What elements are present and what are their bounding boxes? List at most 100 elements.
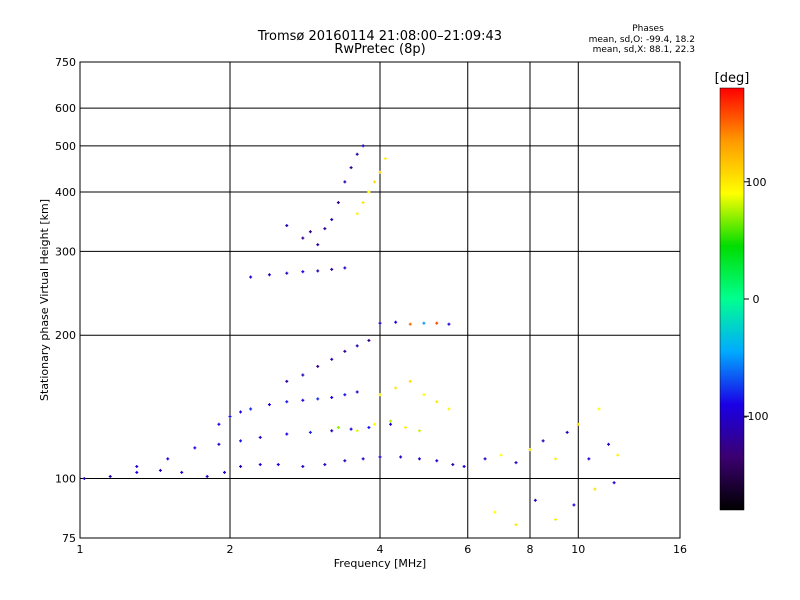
echo-point: [361, 457, 365, 461]
echo-point: [135, 464, 139, 468]
echo-point: [301, 236, 305, 240]
echo-point: [451, 463, 455, 467]
echo-point: [462, 464, 466, 468]
y-axis-label: Stationary phase Virtual Height [km]: [38, 199, 51, 401]
echo-point: [349, 427, 353, 431]
colorbar-tick-label: 0: [753, 293, 760, 306]
echo-point: [166, 457, 170, 461]
plot-frame: [79, 61, 681, 539]
echo-point: [378, 393, 382, 397]
echo-point: [205, 474, 209, 478]
echo-point: [249, 407, 253, 411]
y-tick-label: 400: [55, 186, 76, 199]
echo-point: [565, 430, 569, 434]
echo-point: [258, 435, 262, 439]
echo-point: [361, 144, 365, 148]
grid-lines: [79, 61, 681, 539]
chart-subtitle: RwPretec (8p): [334, 42, 425, 57]
echo-point: [308, 230, 312, 234]
echo-point: [367, 190, 371, 194]
echo-point: [217, 422, 221, 426]
x-tick-label: 4: [377, 543, 384, 556]
echo-point: [217, 442, 221, 446]
echo-point: [593, 487, 597, 491]
echo-point: [301, 373, 305, 377]
echo-point: [343, 393, 347, 397]
echo-point: [373, 180, 377, 184]
echo-point: [228, 414, 232, 418]
echo-point: [267, 403, 271, 407]
echo-point: [258, 463, 262, 467]
x-tick-label: 8: [527, 543, 534, 556]
colorbar-ticks: 100 0 -100: [744, 176, 769, 423]
echo-point: [285, 271, 289, 275]
echo-point: [316, 269, 320, 273]
echo-point: [239, 464, 243, 468]
echo-point: [389, 419, 393, 423]
echo-point: [343, 349, 347, 353]
echo-point: [417, 429, 421, 433]
echo-point: [330, 429, 334, 433]
echo-point: [399, 455, 403, 459]
echo-point: [355, 212, 359, 216]
echo-point: [355, 344, 359, 348]
echo-point: [158, 468, 162, 472]
echo-point: [435, 400, 439, 404]
chart-title: Tromsø 20160114 21:08:00–21:09:43: [257, 29, 502, 44]
echo-point: [373, 422, 377, 426]
y-tick-labels: 75 100 200 300 400 500 600 750: [55, 56, 76, 545]
echo-point: [408, 322, 412, 326]
echo-point: [135, 470, 139, 474]
echo-point: [355, 429, 359, 433]
echo-point: [336, 201, 340, 205]
echo-point: [422, 393, 426, 397]
x-axis-label: Frequency [MHz]: [334, 557, 426, 570]
echo-point: [576, 422, 580, 426]
echo-point: [276, 463, 280, 467]
colorbar-label: [deg]: [715, 71, 750, 86]
echo-point: [612, 481, 616, 485]
echo-point: [483, 457, 487, 461]
echo-point: [343, 459, 347, 463]
y-tick-label: 100: [55, 473, 76, 486]
x-tick-label: 6: [464, 543, 471, 556]
echo-point: [349, 166, 353, 170]
echo-point: [239, 439, 243, 443]
echo-points: [82, 144, 620, 527]
stats-line-o: mean, sd,O: -99.4, 18.2: [589, 35, 695, 45]
echo-point: [355, 152, 359, 156]
echo-point: [343, 266, 347, 270]
echo-point: [285, 432, 289, 436]
x-tick-label: 10: [571, 543, 585, 556]
echo-point: [323, 463, 327, 467]
echo-point: [447, 322, 451, 326]
echo-point: [108, 474, 112, 478]
echo-point: [223, 470, 227, 474]
echo-point: [330, 218, 334, 222]
y-tick-label: 200: [55, 329, 76, 342]
y-tick-label: 750: [55, 56, 76, 69]
echo-point: [285, 224, 289, 228]
echo-point: [572, 503, 576, 507]
echo-point: [403, 425, 407, 429]
echo-point: [528, 448, 532, 452]
echo-point: [343, 180, 347, 184]
echo-point: [447, 407, 451, 411]
echo-point: [493, 510, 497, 514]
echo-point: [180, 470, 184, 474]
echo-point: [553, 457, 557, 461]
echo-point: [323, 227, 327, 231]
echo-point: [394, 386, 398, 390]
echo-point: [330, 267, 334, 271]
echo-point: [355, 390, 359, 394]
echo-point: [367, 338, 371, 342]
echo-point: [541, 439, 545, 443]
echo-point: [316, 243, 320, 247]
echo-point: [336, 425, 340, 429]
x-tick-label: 1: [77, 543, 84, 556]
echo-point: [616, 453, 620, 457]
echo-point: [308, 430, 312, 434]
y-tick-label: 600: [55, 102, 76, 115]
colorbar-tick-label: 100: [746, 176, 767, 189]
